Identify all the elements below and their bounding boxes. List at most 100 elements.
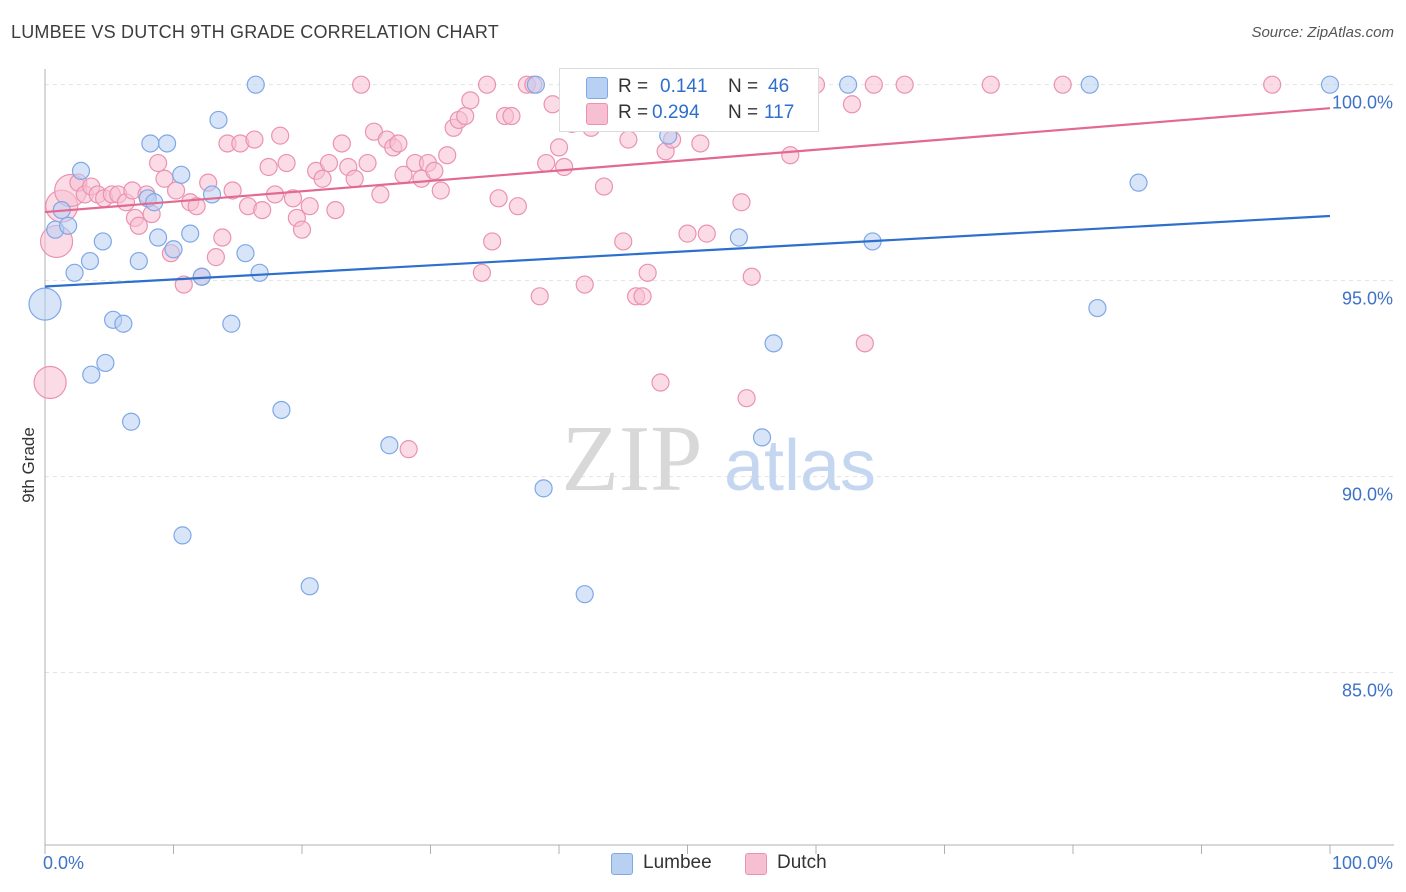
dutch-n-label: N = xyxy=(728,102,759,123)
lumbee-point-0 xyxy=(28,287,62,321)
dutch-point-32 xyxy=(245,130,264,149)
lumbee-point-28 xyxy=(246,75,265,94)
dutch-point-45 xyxy=(326,200,345,220)
lumbee-point-19 xyxy=(164,240,183,259)
tick-labels: 85.0% 90.0% 95.0% 100.0% 0.0% 100.0% xyxy=(43,93,1393,873)
lumbee-n-label: N = xyxy=(728,76,759,97)
lumbee-point-5 xyxy=(71,161,91,180)
lumbee-point-21 xyxy=(173,526,192,545)
dutch-swatch xyxy=(586,103,608,125)
gridlines xyxy=(45,84,1394,674)
lumbee-point-35 xyxy=(575,585,594,604)
dutch-point-115 xyxy=(1053,75,1072,94)
correlation-legend: R = 0.141 N = 46 R = 0.294 N = 117 xyxy=(559,68,819,132)
dutch-point-41 xyxy=(300,197,319,216)
dutch-point-20 xyxy=(166,181,186,200)
dutch-point-116 xyxy=(1263,75,1282,94)
lumbee-point-34 xyxy=(534,479,553,498)
lumbee-point-26 xyxy=(222,314,241,333)
dutch-point-21 xyxy=(174,275,193,294)
lumbee-point-43 xyxy=(1088,298,1107,318)
dutch-point-55 xyxy=(389,134,408,153)
lumbee-point-32 xyxy=(380,436,399,455)
dutch-point-114 xyxy=(981,75,1000,94)
lumbee-point-17 xyxy=(148,228,168,247)
x-tick-label-1: 100.0% xyxy=(1332,853,1393,873)
lumbee-r-label: R = xyxy=(618,76,649,97)
lumbee-point-31 xyxy=(300,577,319,596)
dutch-point-112 xyxy=(864,75,883,94)
dutch-point-91 xyxy=(619,130,638,149)
dutch-point-69 xyxy=(477,75,497,94)
dutch-point-34 xyxy=(259,157,278,177)
dutch-point-99 xyxy=(678,224,697,243)
lumbee-point-27 xyxy=(236,244,255,263)
dutch-point-94 xyxy=(638,263,657,282)
dutch-point-103 xyxy=(732,193,751,212)
dutch-point-66 xyxy=(456,106,475,126)
dutch-point-46 xyxy=(332,134,351,153)
dutch-point-111 xyxy=(855,334,874,353)
lumbee-point-45 xyxy=(1320,75,1340,94)
source-label: Source: ZipAtlas.com xyxy=(1251,24,1394,41)
lumbee-r-value: 0.141 xyxy=(660,76,708,97)
lumbee-point-15 xyxy=(141,134,160,153)
dutch-point-26 xyxy=(206,248,226,267)
y-axis-label: 9th Grade xyxy=(19,427,38,503)
dutch-point-61 xyxy=(425,161,444,180)
chart-title: LUMBEE VS DUTCH 9TH GRADE CORRELATION CH… xyxy=(11,22,499,42)
dutch-point-67 xyxy=(461,91,480,110)
lumbee-n-value: 46 xyxy=(768,76,790,97)
lumbee-point-33 xyxy=(526,75,545,94)
dutch-point-44 xyxy=(319,153,339,173)
dutch-point-49 xyxy=(352,75,371,94)
dutch-r-value: 0.294 xyxy=(652,102,700,123)
dutch-point-50 xyxy=(358,153,377,173)
lumbee-point-6 xyxy=(80,251,100,271)
lumbee-legend-swatch xyxy=(611,853,633,875)
dutch-point-104 xyxy=(737,389,756,408)
dutch-point-0 xyxy=(33,365,67,400)
y-tick-label-1: 90.0% xyxy=(1342,485,1393,505)
trend-lines xyxy=(44,107,1331,288)
dutch-point-23 xyxy=(187,197,206,216)
lumbee-point-30 xyxy=(272,400,291,420)
dutch-point-74 xyxy=(508,197,527,216)
lumbee-point-44 xyxy=(1129,173,1148,192)
y-tick-label-3: 100.0% xyxy=(1332,93,1393,113)
dutch-point-101 xyxy=(697,224,716,243)
y-tick-label-2: 95.0% xyxy=(1342,289,1393,309)
dutch-point-96 xyxy=(651,373,670,392)
dutch-point-48 xyxy=(345,169,364,188)
watermark-atlas: atlas xyxy=(724,426,876,506)
lumbee-point-22 xyxy=(181,224,200,243)
watermark-zip: ZIP xyxy=(562,407,703,511)
dutch-point-107 xyxy=(781,146,800,165)
dutch-point-93 xyxy=(633,287,652,306)
dutch-point-37 xyxy=(277,153,296,173)
dutch-point-27 xyxy=(213,228,232,247)
dutch-point-78 xyxy=(537,153,556,173)
dutch-point-38 xyxy=(283,189,303,208)
lumbee-legend-label: Lumbee xyxy=(643,852,712,873)
lumbee-point-29 xyxy=(250,263,269,282)
dutch-point-90 xyxy=(614,232,633,251)
lumbee-swatch xyxy=(586,77,608,99)
dutch-legend-label: Dutch xyxy=(777,852,827,873)
dutch-point-73 xyxy=(502,106,521,126)
lumbee-point-38 xyxy=(752,428,772,447)
dutch-point-29 xyxy=(223,181,242,200)
dutch-point-57 xyxy=(399,440,418,459)
dutch-point-100 xyxy=(691,134,710,153)
dutch-point-84 xyxy=(575,275,594,294)
dutch-legend-swatch xyxy=(745,853,767,875)
dutch-point-33 xyxy=(253,200,272,220)
y-tick-label-0: 85.0% xyxy=(1342,681,1393,701)
dutch-series xyxy=(33,75,1282,459)
dutch-point-105 xyxy=(742,267,761,286)
lumbee-point-13 xyxy=(129,251,148,271)
dutch-point-43 xyxy=(313,169,332,188)
dutch-point-52 xyxy=(371,185,390,204)
dutch-point-80 xyxy=(549,138,569,157)
